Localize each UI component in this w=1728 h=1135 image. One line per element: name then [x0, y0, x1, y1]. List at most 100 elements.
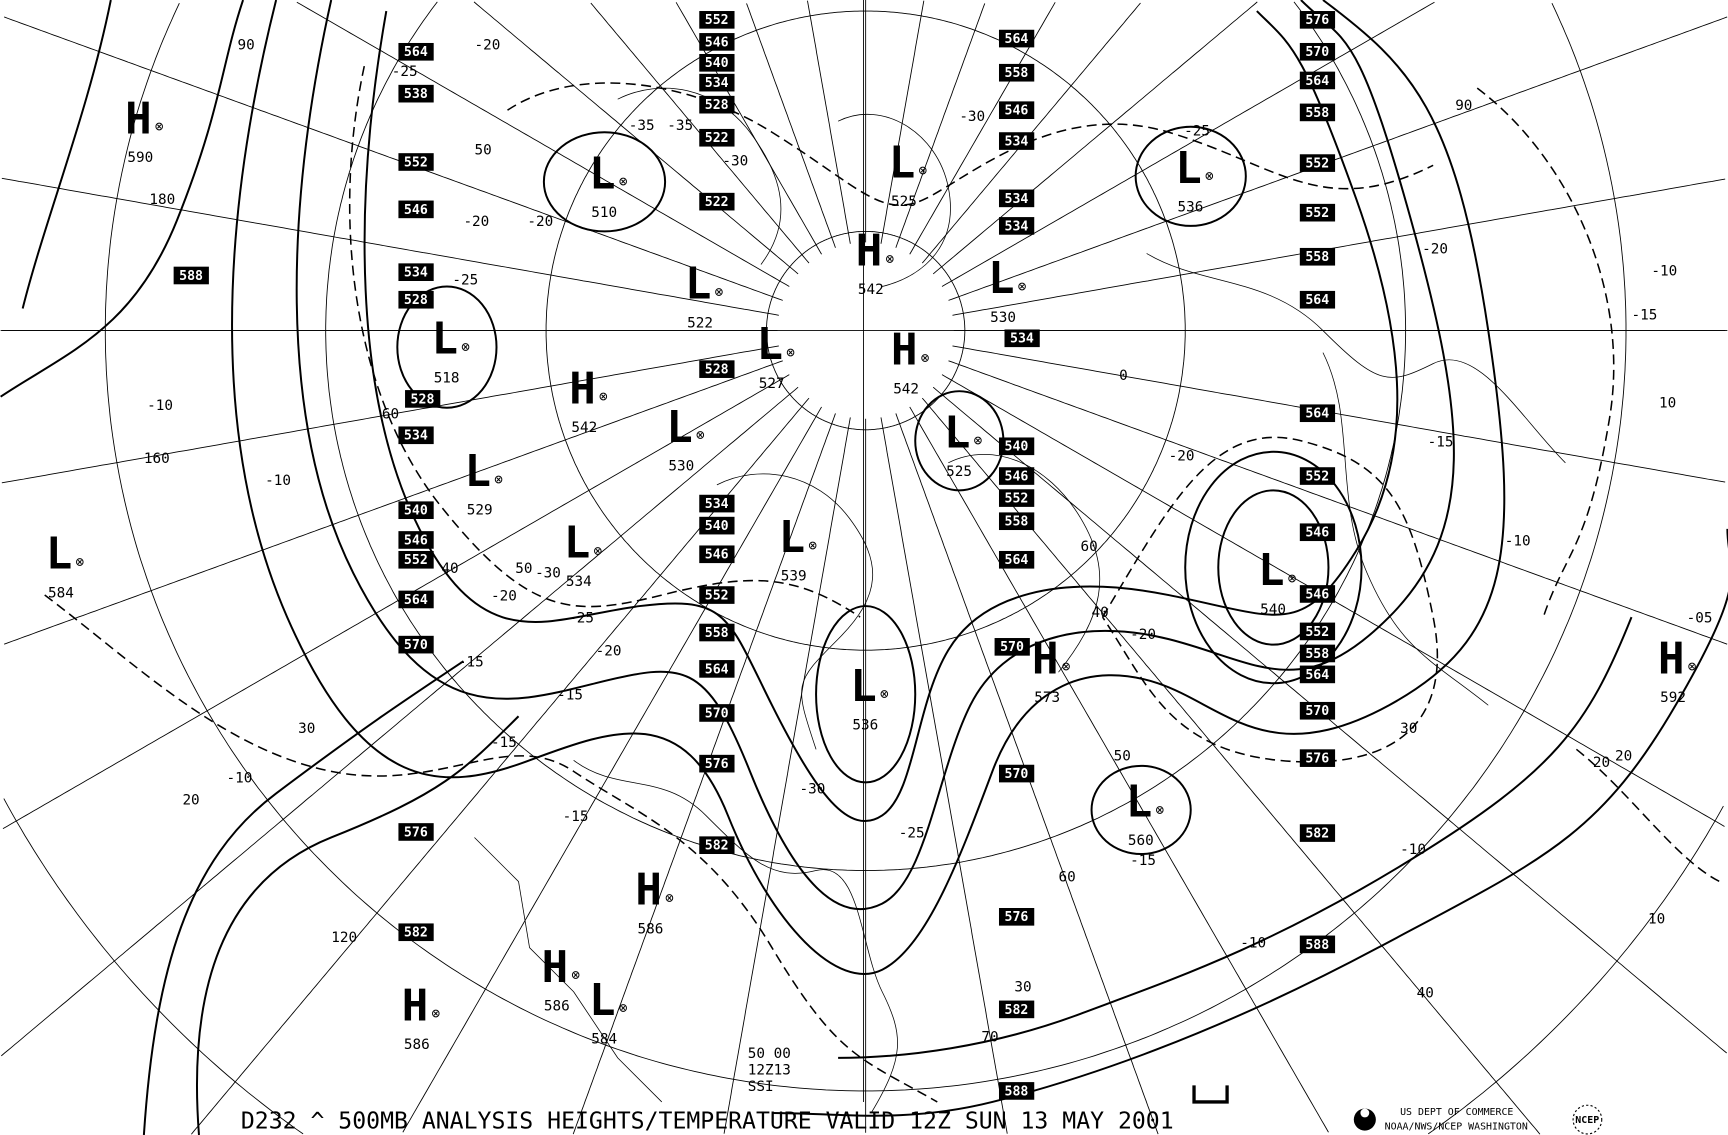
temperature-label: -30	[800, 781, 826, 797]
svg-text:576: 576	[1305, 752, 1329, 767]
svg-text:534: 534	[705, 76, 729, 91]
pressure-center-letter: L	[589, 975, 616, 1026]
height-label: 534	[398, 263, 434, 281]
svg-text:558: 558	[1305, 106, 1329, 121]
pressure-center-letter: L	[1258, 545, 1285, 596]
svg-text:534: 534	[1004, 192, 1028, 207]
coastlines	[474, 87, 1566, 1114]
svg-text:540: 540	[705, 519, 729, 534]
center-value: 586	[544, 998, 570, 1014]
temperature-label: -15	[1130, 853, 1156, 869]
height-label: 564	[398, 590, 434, 609]
pressure-center-low: L ⊗527	[757, 319, 796, 392]
height-label: 576	[398, 823, 434, 841]
pressure-center-low: L ⊗525	[944, 407, 983, 480]
center-marker-icon: ⊗	[786, 345, 795, 361]
height-label: 570	[994, 638, 1030, 656]
svg-text:564: 564	[404, 593, 428, 608]
svg-text:546: 546	[404, 533, 428, 548]
center-value: 522	[687, 315, 713, 331]
svg-text:564: 564	[1305, 74, 1329, 89]
center-value: 592	[1660, 690, 1686, 706]
height-label: 588	[173, 266, 209, 285]
pressure-center-letter: L	[1126, 777, 1153, 828]
meridian-line	[880, 0, 925, 244]
center-marker-icon: ⊗	[1688, 659, 1697, 675]
pressure-center-letter: H	[542, 942, 569, 993]
height-label: 546	[1299, 523, 1336, 542]
svg-text:558: 558	[1305, 250, 1329, 265]
height-label: 546	[398, 531, 434, 549]
center-value: 590	[127, 150, 153, 166]
height-label: 564	[699, 660, 735, 678]
center-value: 530	[990, 310, 1016, 326]
temperature-label: -10	[1651, 263, 1677, 279]
isotach-label: 40	[441, 561, 458, 577]
center-value: 536	[852, 717, 878, 733]
height-label: 564	[1299, 665, 1336, 684]
isotach-label: 10	[1648, 911, 1665, 927]
svg-text:546: 546	[1305, 587, 1329, 602]
svg-text:552: 552	[1305, 206, 1329, 221]
pressure-center-letter: L	[46, 529, 73, 580]
height-label: 570	[1299, 701, 1336, 720]
temperature-label: -20	[474, 38, 500, 54]
meridian-line	[1, 177, 779, 316]
meridian-line	[948, 16, 1728, 301]
pressure-center-letter: L	[889, 137, 916, 188]
height-label: 534	[699, 73, 735, 92]
height-label: 576	[998, 908, 1035, 926]
temperature-label: -15	[563, 809, 589, 825]
pressure-center-letter: L	[685, 259, 712, 310]
center-value: 542	[571, 420, 597, 436]
svg-text:522: 522	[705, 195, 729, 210]
pressure-center-letter: L	[666, 402, 693, 453]
meridian-line	[952, 345, 1726, 483]
isotach-label: 50	[515, 561, 532, 577]
height-label: 576	[1299, 11, 1336, 29]
isotach-label: 20	[182, 792, 199, 808]
height-label: 582	[398, 923, 434, 942]
isotach-label: 70	[981, 1029, 998, 1045]
pressure-center-low: L ⊗530	[666, 402, 705, 475]
temperature-label: -20	[1169, 449, 1195, 465]
pressure-center-letter: L	[850, 661, 877, 712]
height-label: 582	[699, 836, 735, 855]
center-marker-icon: ⊗	[696, 428, 705, 444]
height-label: 552	[1299, 203, 1336, 222]
svg-text:528: 528	[705, 98, 729, 113]
svg-text:570: 570	[1305, 45, 1329, 60]
svg-text:552: 552	[1305, 156, 1329, 171]
meridian-line	[952, 178, 1726, 316]
pressure-center-letter: H	[125, 93, 152, 144]
height-label: 576	[1299, 749, 1336, 767]
svg-text:546: 546	[1004, 104, 1028, 119]
meridian-line	[473, 1, 799, 275]
latitude-circle	[3, 798, 1724, 1135]
center-marker-icon: ⊗	[921, 351, 930, 367]
center-marker-icon: ⊗	[1205, 169, 1214, 185]
height-label: 564	[1299, 404, 1336, 423]
pressure-center-low: L ⊗584	[589, 975, 628, 1048]
height-label: 534	[699, 494, 735, 513]
svg-text:588: 588	[1305, 938, 1329, 953]
meridian-line	[2, 374, 790, 830]
height-label: 540	[699, 516, 735, 535]
height-label: 546	[998, 467, 1035, 485]
ncep-logo	[1572, 1104, 1603, 1135]
svg-text:522: 522	[705, 131, 729, 146]
center-value: 534	[566, 574, 592, 590]
svg-text:546: 546	[705, 548, 729, 563]
meridian-line	[3, 16, 783, 301]
svg-text:588: 588	[179, 269, 203, 284]
height-label: 546	[398, 200, 434, 219]
center-marker-icon: ⊗	[974, 433, 983, 449]
pressure-center-high: H ⊗542	[856, 226, 895, 299]
svg-text:570: 570	[1305, 704, 1329, 719]
svg-text:534: 534	[1004, 134, 1028, 149]
height-label: 534	[998, 217, 1035, 235]
svg-text:552: 552	[1305, 469, 1329, 484]
height-label: 564	[398, 42, 434, 61]
